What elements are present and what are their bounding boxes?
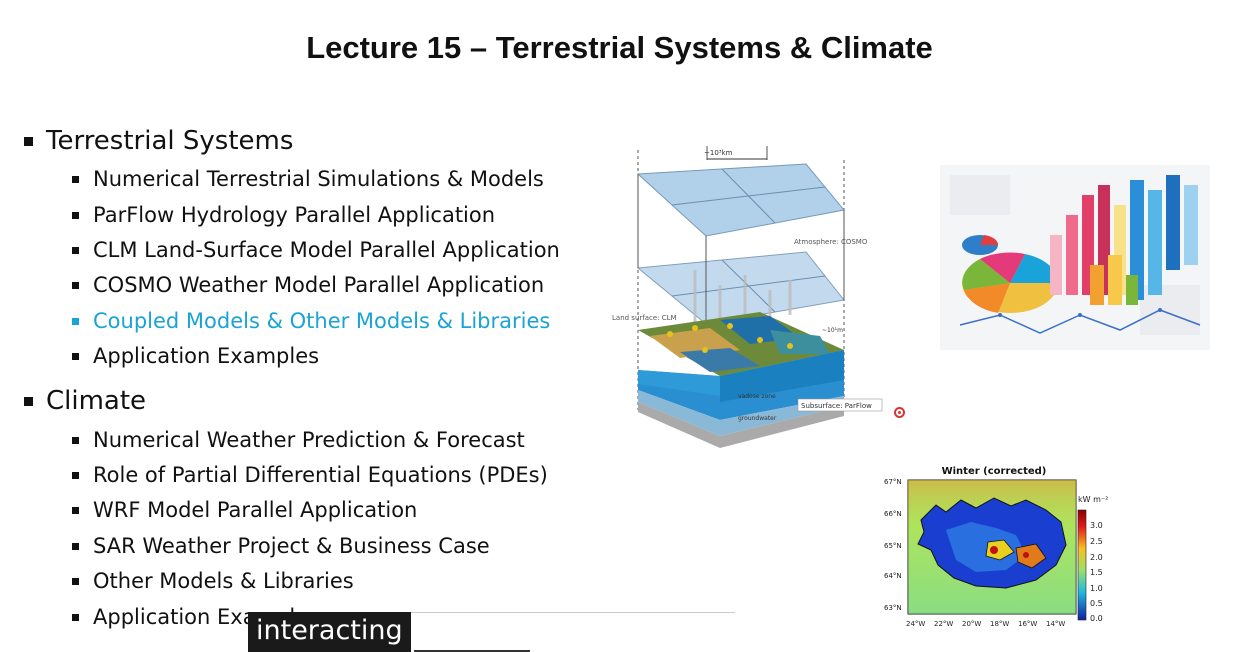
colorbar-unit: kW m⁻² xyxy=(1078,495,1108,504)
colorbar-tick: 1.0 xyxy=(1090,584,1103,593)
list-item: Application Examples xyxy=(72,344,319,368)
bullet-square-icon xyxy=(72,542,79,550)
section-heading-terrestrial: Terrestrial Systems xyxy=(24,126,293,156)
groundwater-label: groundwater xyxy=(738,415,777,422)
list-item: ParFlow Hydrology Parallel Application xyxy=(72,203,495,227)
bullet-square-icon xyxy=(72,613,79,621)
colorbar-tick: 0.5 xyxy=(1090,599,1103,608)
section-heading-climate: Climate xyxy=(24,386,146,416)
colorbar-tick: 1.5 xyxy=(1090,568,1103,577)
list-item: Numerical Terrestrial Simulations & Mode… xyxy=(72,167,544,191)
list-item-label: ParFlow Hydrology Parallel Application xyxy=(93,203,496,227)
lon-label: 18°W xyxy=(990,620,1009,628)
lat-label: 63°N xyxy=(884,604,902,612)
colorbar-tick: 0.0 xyxy=(1090,614,1103,623)
slide-title: Lecture 15 – Terrestrial Systems & Clima… xyxy=(306,30,933,65)
list-item: Other Models & Libraries xyxy=(72,569,354,593)
list-item: WRF Model Parallel Application xyxy=(72,498,417,522)
bullet-square-icon xyxy=(72,211,79,219)
bullet-square-icon xyxy=(72,317,79,325)
colorbar-tick: 2.0 xyxy=(1090,553,1103,562)
list-item-label: Application Examples xyxy=(93,344,320,368)
lat-label: 67°N xyxy=(884,478,902,486)
lon-label: 22°W xyxy=(934,620,953,628)
list-item: Numerical Weather Prediction & Forecast xyxy=(72,428,525,452)
coupled-model-diagram: ~10³km Atmosphere: COSMO Land surface: C… xyxy=(612,146,883,448)
map-title: Winter (corrected) xyxy=(942,466,1047,477)
bullet-square-icon xyxy=(72,436,79,444)
colorbar-tick: 3.0 xyxy=(1090,521,1103,530)
list-item-active: Coupled Models & Other Models & Librarie… xyxy=(72,309,550,333)
business-charts-illustration xyxy=(940,165,1210,350)
list-item-label: SAR Weather Project & Business Case xyxy=(93,534,490,558)
list-item: COSMO Weather Model Parallel Application xyxy=(72,273,544,297)
height-label: ~10¹m xyxy=(822,327,843,334)
dimension-label: ~10³km xyxy=(704,149,733,157)
bullet-square-icon xyxy=(72,281,79,289)
lat-label: 66°N xyxy=(884,510,902,518)
lon-label: 24°W xyxy=(906,620,925,628)
atmosphere-label: Atmosphere: COSMO xyxy=(794,238,868,246)
lat-label: 64°N xyxy=(884,572,902,580)
list-item-label: Role of Partial Differential Equations (… xyxy=(93,463,548,487)
caption-underline xyxy=(414,650,530,652)
section-heading-label: Terrestrial Systems xyxy=(46,126,294,156)
list-item-label: CLM Land-Surface Model Parallel Applicat… xyxy=(93,238,560,262)
lon-label: 14°W xyxy=(1046,620,1065,628)
list-item-label: Numerical Terrestrial Simulations & Mode… xyxy=(93,167,544,191)
caption-overlay: interacting xyxy=(248,612,411,652)
bullet-square-icon xyxy=(24,136,33,146)
list-item-label: COSMO Weather Model Parallel Application xyxy=(93,273,545,297)
lon-label: 16°W xyxy=(1018,620,1037,628)
list-item: SAR Weather Project & Business Case xyxy=(72,534,490,558)
subsurface-label: Subsurface: ParFlow xyxy=(801,402,872,410)
bullet-square-icon xyxy=(72,246,79,254)
bullet-square-icon xyxy=(72,352,79,360)
lat-label: 65°N xyxy=(884,542,902,550)
bullet-square-icon xyxy=(72,471,79,479)
list-item-label: Other Models & Libraries xyxy=(93,569,354,593)
bullet-square-icon xyxy=(72,175,79,183)
list-item: CLM Land-Surface Model Parallel Applicat… xyxy=(72,238,560,262)
bullet-square-icon xyxy=(72,506,79,514)
list-item-label: Coupled Models & Other Models & Librarie… xyxy=(93,309,551,333)
list-item-label: WRF Model Parallel Application xyxy=(93,498,418,522)
bullet-square-icon xyxy=(72,577,79,585)
laser-pointer-icon xyxy=(894,407,905,418)
bullet-square-icon xyxy=(24,396,33,406)
colorbar-tick: 2.5 xyxy=(1090,537,1103,546)
vadose-label: vadose zone xyxy=(738,393,776,400)
divider xyxy=(320,612,735,613)
iceland-winter-map: Winter (corrected) 67°N 66°N 65°N 64°N 6… xyxy=(884,466,1108,628)
section-heading-label: Climate xyxy=(46,386,147,416)
list-item-label: Numerical Weather Prediction & Forecast xyxy=(93,428,525,452)
list-item: Role of Partial Differential Equations (… xyxy=(72,463,548,487)
lon-label: 20°W xyxy=(962,620,981,628)
land-label: Land surface: CLM xyxy=(612,314,677,322)
